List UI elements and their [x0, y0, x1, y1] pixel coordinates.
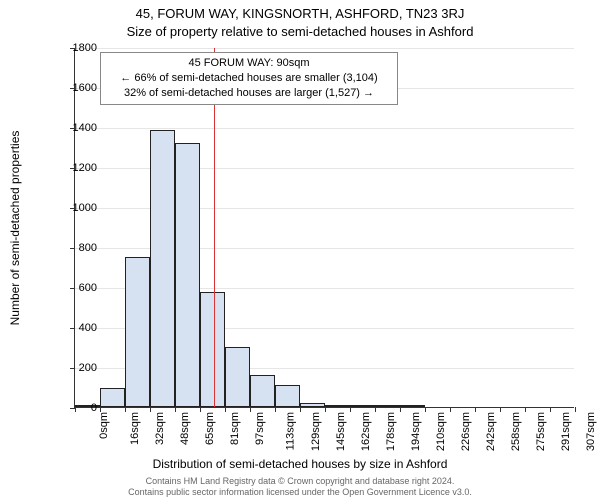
y-tick-label: 600: [57, 282, 97, 294]
info-box: 45 FORUM WAY: 90sqm← 66% of semi-detache…: [100, 52, 398, 105]
histogram-bar: [125, 257, 150, 407]
histogram-bar: [300, 403, 325, 407]
x-tick-label: 291sqm: [560, 412, 572, 451]
y-tick-label: 1000: [57, 202, 97, 214]
x-tick-mark: [400, 407, 401, 412]
y-tick-label: 400: [57, 322, 97, 334]
x-tick-mark: [375, 407, 376, 412]
x-tick-label: 275sqm: [535, 412, 547, 451]
chart-title-sub: Size of property relative to semi-detach…: [0, 24, 600, 39]
x-tick-label: 162sqm: [360, 412, 372, 451]
x-tick-mark: [275, 407, 276, 412]
histogram-bar: [150, 130, 175, 407]
histogram-bar: [400, 405, 425, 407]
attribution-text: Contains HM Land Registry data © Crown c…: [0, 476, 600, 498]
y-tick-label: 1400: [57, 122, 97, 134]
y-tick-label: 200: [57, 362, 97, 374]
x-tick-mark: [550, 407, 551, 412]
histogram-bar: [175, 143, 200, 407]
histogram-bar: [225, 347, 250, 407]
x-tick-mark: [300, 407, 301, 412]
x-tick-label: 242sqm: [485, 412, 497, 451]
grid-line: [75, 48, 574, 49]
attribution-line1: Contains HM Land Registry data © Crown c…: [146, 476, 455, 486]
x-tick-label: 0sqm: [98, 412, 110, 439]
x-tick-label: 145sqm: [335, 412, 347, 451]
histogram-bar: [200, 292, 225, 407]
histogram-bar: [375, 405, 400, 407]
x-tick-mark: [500, 407, 501, 412]
chart-title-main: 45, FORUM WAY, KINGSNORTH, ASHFORD, TN23…: [0, 6, 600, 21]
histogram-bar: [250, 375, 275, 407]
y-tick-label: 1200: [57, 162, 97, 174]
x-tick-mark: [250, 407, 251, 412]
x-tick-label: 210sqm: [435, 412, 447, 451]
y-axis-label: Number of semi-detached properties: [8, 131, 22, 326]
y-tick-label: 1600: [57, 82, 97, 94]
x-tick-label: 81sqm: [229, 412, 241, 445]
x-tick-mark: [475, 407, 476, 412]
histogram-bar: [350, 405, 375, 407]
x-tick-label: 307sqm: [585, 412, 597, 451]
x-tick-mark: [325, 407, 326, 412]
x-tick-label: 226sqm: [460, 412, 472, 451]
info-box-line2: ← 66% of semi-detached houses are smalle…: [109, 71, 389, 86]
grid-line: [75, 128, 574, 129]
x-tick-mark: [575, 407, 576, 412]
x-tick-label: 258sqm: [510, 412, 522, 451]
histogram-bar: [275, 385, 300, 407]
histogram-bar: [100, 388, 125, 407]
x-tick-label: 129sqm: [310, 412, 322, 451]
x-tick-mark: [200, 407, 201, 412]
x-tick-mark: [125, 407, 126, 412]
histogram-bar: [325, 405, 350, 407]
attribution-line2: Contains public sector information licen…: [128, 487, 472, 497]
x-tick-mark: [175, 407, 176, 412]
x-tick-label: 32sqm: [154, 412, 166, 445]
x-tick-label: 178sqm: [385, 412, 397, 451]
x-tick-mark: [450, 407, 451, 412]
info-box-line1: 45 FORUM WAY: 90sqm: [109, 56, 389, 71]
x-tick-label: 16sqm: [129, 412, 141, 445]
y-tick-label: 800: [57, 242, 97, 254]
x-tick-label: 65sqm: [204, 412, 216, 445]
x-tick-label: 194sqm: [410, 412, 422, 451]
x-tick-mark: [225, 407, 226, 412]
info-box-line3: 32% of semi-detached houses are larger (…: [109, 86, 389, 101]
x-tick-label: 48sqm: [179, 412, 191, 445]
x-tick-label: 97sqm: [254, 412, 266, 445]
x-tick-label: 113sqm: [284, 412, 296, 450]
x-tick-mark: [150, 407, 151, 412]
y-tick-label: 1800: [57, 42, 97, 54]
x-tick-mark: [350, 407, 351, 412]
y-tick-label: 0: [57, 402, 97, 414]
x-tick-mark: [525, 407, 526, 412]
x-tick-mark: [425, 407, 426, 412]
x-axis-label: Distribution of semi-detached houses by …: [0, 457, 600, 471]
